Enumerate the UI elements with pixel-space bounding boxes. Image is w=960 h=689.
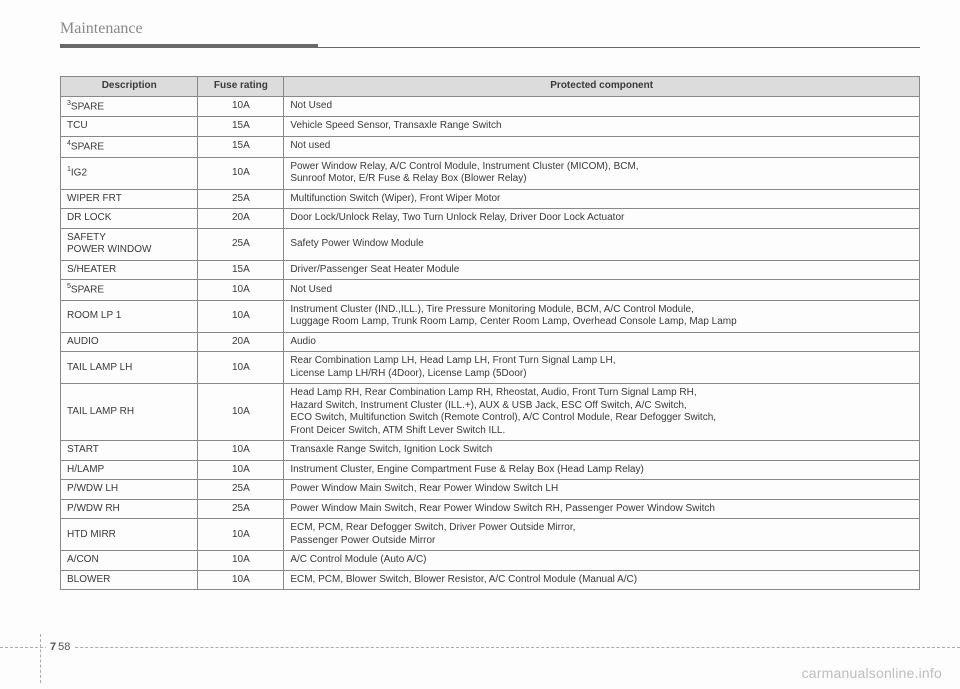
table-row: TAIL LAMP LH10ARear Combination Lamp LH,… xyxy=(61,352,920,384)
table-row: WIPER FRT25AMultifunction Switch (Wiper)… xyxy=(61,189,920,209)
cell-rating: 10A xyxy=(198,300,284,332)
cell-protected: Transaxle Range Switch, Ignition Lock Sw… xyxy=(284,441,920,461)
cell-description: AUDIO xyxy=(61,332,198,352)
cell-rating: 15A xyxy=(198,136,284,157)
cell-rating: 10A xyxy=(198,96,284,117)
page-number: 758 xyxy=(46,641,74,653)
page-footer: 758 xyxy=(0,647,960,661)
col-fuse-rating: Fuse rating xyxy=(198,77,284,97)
cell-protected: Not Used xyxy=(284,96,920,117)
cell-description: WIPER FRT xyxy=(61,189,198,209)
superscript: 3 xyxy=(67,100,71,107)
cell-description: H/LAMP xyxy=(61,460,198,480)
cell-rating: 10A xyxy=(198,441,284,461)
cell-rating: 10A xyxy=(198,551,284,571)
table-row: HTD MIRR10AECM, PCM, Rear Defogger Switc… xyxy=(61,519,920,551)
cell-protected: Audio xyxy=(284,332,920,352)
cell-rating: 15A xyxy=(198,117,284,137)
cell-rating: 25A xyxy=(198,499,284,519)
cell-description: A/CON xyxy=(61,551,198,571)
cell-protected: Vehicle Speed Sensor, Transaxle Range Sw… xyxy=(284,117,920,137)
watermark: carmanualsonline.info xyxy=(802,665,942,681)
cell-rating: 10A xyxy=(198,280,284,301)
cell-description: 3SPARE xyxy=(61,96,198,117)
table-row: START10ATransaxle Range Switch, Ignition… xyxy=(61,441,920,461)
cell-protected: Driver/Passenger Seat Heater Module xyxy=(284,260,920,280)
cell-protected: Power Window Main Switch, Rear Power Win… xyxy=(284,480,920,500)
superscript: 5 xyxy=(67,283,71,290)
page: Maintenance Description Fuse rating Prot… xyxy=(0,0,960,590)
cell-protected: Instrument Cluster, Engine Compartment F… xyxy=(284,460,920,480)
cell-description: S/HEATER xyxy=(61,260,198,280)
cell-rating: 20A xyxy=(198,209,284,229)
cell-description: 4SPARE xyxy=(61,136,198,157)
cell-description: DR LOCK xyxy=(61,209,198,229)
cell-protected: Multifunction Switch (Wiper), Front Wipe… xyxy=(284,189,920,209)
section-title: Maintenance xyxy=(60,20,920,42)
cell-protected: Rear Combination Lamp LH, Head Lamp LH, … xyxy=(284,352,920,384)
cell-protected: ECM, PCM, Rear Defogger Switch, Driver P… xyxy=(284,519,920,551)
table-row: S/HEATER15ADriver/Passenger Seat Heater … xyxy=(61,260,920,280)
superscript: 4 xyxy=(67,140,71,147)
cell-rating: 10A xyxy=(198,519,284,551)
table-row: H/LAMP10AInstrument Cluster, Engine Comp… xyxy=(61,460,920,480)
cell-description: TCU xyxy=(61,117,198,137)
cell-description: TAIL LAMP LH xyxy=(61,352,198,384)
cell-protected: Power Window Relay, A/C Control Module, … xyxy=(284,157,920,189)
table-row: 4SPARE15ANot used xyxy=(61,136,920,157)
cell-rating: 15A xyxy=(198,260,284,280)
table-row: 3SPARE10ANot Used xyxy=(61,96,920,117)
cell-rating: 20A xyxy=(198,332,284,352)
cell-description: SAFETYPOWER WINDOW xyxy=(61,228,198,260)
cell-description: TAIL LAMP RH xyxy=(61,384,198,441)
cell-protected: Instrument Cluster (IND.,ILL.), Tire Pre… xyxy=(284,300,920,332)
cell-description: 1IG2 xyxy=(61,157,198,189)
cell-description: START xyxy=(61,441,198,461)
page-num: 58 xyxy=(58,641,70,653)
cell-description: BLOWER xyxy=(61,570,198,590)
table-row: DR LOCK20ADoor Lock/Unlock Relay, Two Tu… xyxy=(61,209,920,229)
cell-rating: 10A xyxy=(198,157,284,189)
cell-rating: 25A xyxy=(198,228,284,260)
table-row: A/CON10AA/C Control Module (Auto A/C) xyxy=(61,551,920,571)
cell-rating: 10A xyxy=(198,460,284,480)
superscript: 1 xyxy=(67,166,71,173)
cell-protected: Head Lamp RH, Rear Combination Lamp RH, … xyxy=(284,384,920,441)
col-protected: Protected component xyxy=(284,77,920,97)
cell-rating: 10A xyxy=(198,352,284,384)
table-row: SAFETYPOWER WINDOW25ASafety Power Window… xyxy=(61,228,920,260)
cell-description: P/WDW LH xyxy=(61,480,198,500)
table-row: P/WDW LH25APower Window Main Switch, Rea… xyxy=(61,480,920,500)
cell-rating: 10A xyxy=(198,384,284,441)
cell-protected: Power Window Main Switch, Rear Power Win… xyxy=(284,499,920,519)
cell-protected: A/C Control Module (Auto A/C) xyxy=(284,551,920,571)
cell-rating: 25A xyxy=(198,189,284,209)
cell-description: P/WDW RH xyxy=(61,499,198,519)
table-row: BLOWER10AECM, PCM, Blower Switch, Blower… xyxy=(61,570,920,590)
cell-rating: 10A xyxy=(198,570,284,590)
cell-protected: Not Used xyxy=(284,280,920,301)
col-description: Description xyxy=(61,77,198,97)
table-row: P/WDW RH25APower Window Main Switch, Rea… xyxy=(61,499,920,519)
table-row: AUDIO20AAudio xyxy=(61,332,920,352)
cell-protected: ECM, PCM, Blower Switch, Blower Resistor… xyxy=(284,570,920,590)
table-row: 1IG210APower Window Relay, A/C Control M… xyxy=(61,157,920,189)
table-row: TCU15AVehicle Speed Sensor, Transaxle Ra… xyxy=(61,117,920,137)
chapter-number: 7 xyxy=(50,641,56,653)
cell-protected: Door Lock/Unlock Relay, Two Turn Unlock … xyxy=(284,209,920,229)
cell-description: 5SPARE xyxy=(61,280,198,301)
cell-protected: Not used xyxy=(284,136,920,157)
cell-rating: 25A xyxy=(198,480,284,500)
cell-description: HTD MIRR xyxy=(61,519,198,551)
cell-description: ROOM LP 1 xyxy=(61,300,198,332)
table-row: TAIL LAMP RH10AHead Lamp RH, Rear Combin… xyxy=(61,384,920,441)
table-row: ROOM LP 110AInstrument Cluster (IND.,ILL… xyxy=(61,300,920,332)
table-row: 5SPARE10ANot Used xyxy=(61,280,920,301)
fuse-table: Description Fuse rating Protected compon… xyxy=(60,76,920,590)
cell-protected: Safety Power Window Module xyxy=(284,228,920,260)
table-header-row: Description Fuse rating Protected compon… xyxy=(61,77,920,97)
title-rule xyxy=(60,44,920,48)
